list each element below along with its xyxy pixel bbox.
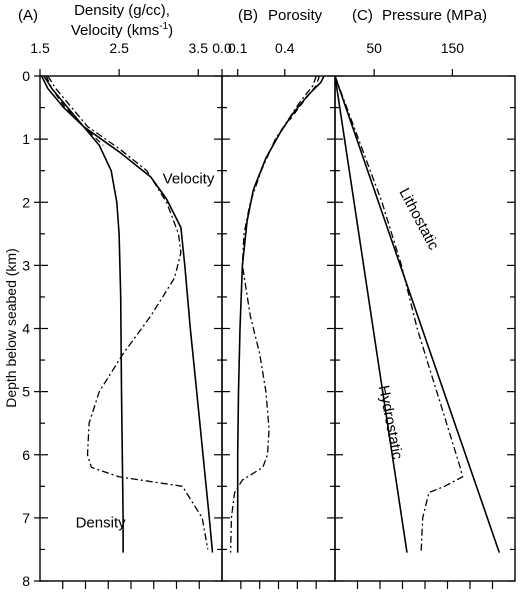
panel-a-series-density-line [43,75,124,553]
y-tick-label: 3 [22,257,30,273]
y-tick-label: 4 [22,321,30,337]
panel-a-xtick-label: 3.5 [189,40,209,56]
panel-b-frame [221,75,336,582]
panel-a-annotation-velocity: Velocity [163,170,215,187]
y-tick-label: 6 [22,447,30,463]
panel-c-series-lithostatic-line [334,75,501,553]
panel-c-annotation-lithostatic: Lithostatic [395,185,442,253]
y-tick-label: 5 [22,384,30,400]
panel-a-title: Density (g/cc), [74,2,170,19]
panels-group: 1.5 2.5 3.5 0 1 2 3 4 5 6 7 8 Velocity Density 0.00.1 0… [22,40,516,589]
panel-b-title: Porosity [268,7,323,24]
panel-a-annotation-density: Density [76,514,127,531]
panel-c-label: (C) [352,7,373,24]
panel-c-title: Pressure (MPa) [382,7,487,24]
panel-b-xtick-label: 0.0 [212,40,232,56]
y-tick-label: 7 [22,510,30,526]
panel-a-series-dashed-line [45,75,104,146]
panel-c-xtick-label: 150 [441,40,465,56]
panel-b-xtick-label: 0.4 [275,40,295,56]
panel-b-series-dashed-line [288,75,320,121]
y-tick-label: 0 [22,68,30,84]
panel-a-title-2: Velocity (kms-1) [71,21,173,39]
panel-a-xtick-label: 2.5 [109,40,129,56]
panel-a-label: (A) [18,7,38,24]
panel-c-series-hydrostatic-line [334,75,408,553]
panel-c-frame [334,75,516,582]
panel-b-label: (B) [238,7,258,24]
panel-a-xtick-label: 1.5 [30,40,50,56]
y-tick-label: 8 [22,573,30,589]
y-tick-label: 2 [22,194,30,210]
panel-a-series-dashdot-line [47,75,209,550]
y-tick-label: 1 [22,131,30,147]
panel-a-series-velocity-line [40,75,214,553]
panel-c-series-dashdot-line [334,75,464,553]
y-axis-label: Depth below seabed (km) [3,248,19,408]
panel-c-xtick-label: 50 [366,40,382,56]
panel-b-xtick-label: 0.1 [228,40,248,56]
panel-b-series-dashdot-line [229,75,317,553]
panel-a-frame [39,75,223,582]
panel-c-annotation-hydrostatic: Hydrostatic [375,384,406,461]
